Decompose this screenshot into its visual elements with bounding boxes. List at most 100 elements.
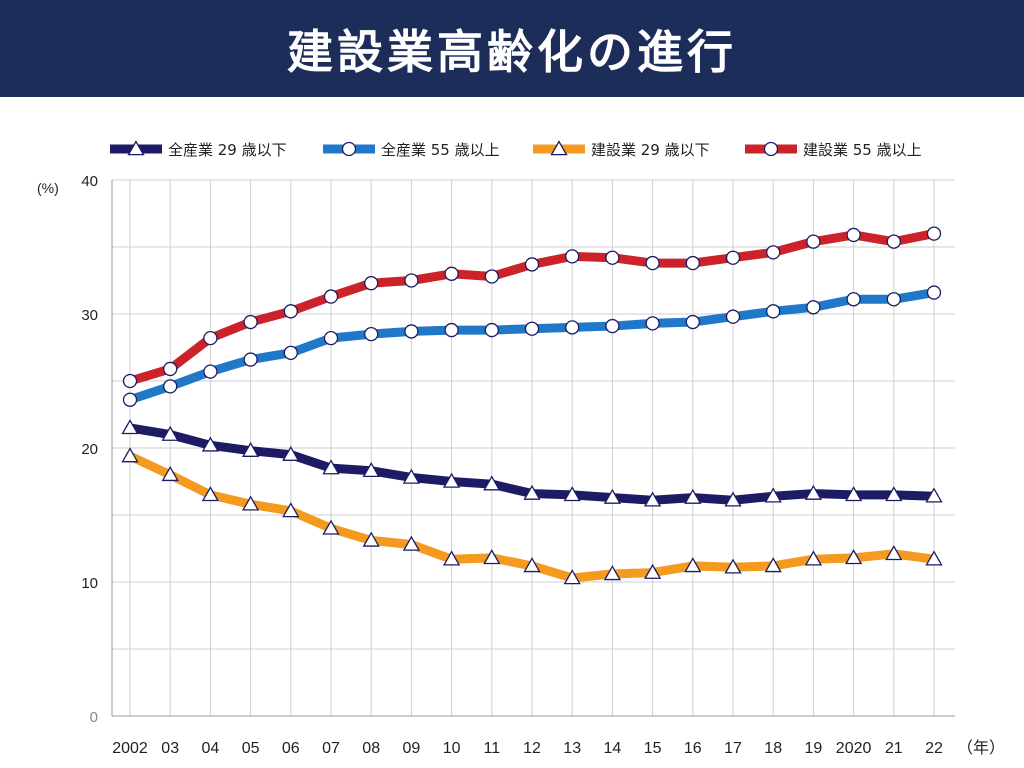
- data-point-2: [484, 322, 499, 338]
- data-point-4: [484, 269, 499, 284]
- legend-label-4: 建設業 55 歳以上: [803, 141, 922, 159]
- data-point-4: [404, 273, 419, 288]
- x-tick-label: 15: [644, 740, 662, 757]
- data-point-2: [725, 309, 741, 324]
- axes: 0 10 20 30 40 (%) 2002 03 04 05 06 07 08 09 10 11 12 13 14…: [37, 173, 1005, 757]
- data-point-2: [444, 322, 459, 338]
- data-point-2: [404, 324, 419, 339]
- data-point-3: [885, 545, 903, 561]
- x-tick-label: 14: [604, 740, 622, 757]
- data-point-4: [565, 249, 580, 264]
- data-point-1: [603, 488, 622, 504]
- data-point-4: [846, 227, 861, 243]
- x-tick-label: 22: [925, 740, 943, 757]
- x-tick-label: 06: [282, 740, 300, 757]
- x-tick-label: 2002: [112, 740, 148, 757]
- data-point-4: [725, 250, 741, 265]
- legend-marker-2: [341, 141, 357, 157]
- data-point-2: [364, 326, 379, 342]
- x-tick-label: 21: [885, 740, 903, 757]
- data-point-3: [523, 557, 541, 573]
- data-point-3: [603, 565, 622, 581]
- legend-label-2: 全産業 55 歳以上: [381, 141, 500, 159]
- data-point-2: [203, 364, 218, 379]
- data-point-1: [282, 445, 300, 461]
- data-point-4: [806, 234, 821, 249]
- x-tick-label: 13: [563, 740, 581, 757]
- legend-marker-1: [127, 140, 145, 156]
- y-tick-label: 20: [81, 441, 98, 458]
- data-point-4: [364, 276, 379, 291]
- data-point-2: [243, 352, 258, 367]
- data-point-1: [483, 475, 501, 491]
- data-point-2: [283, 345, 298, 361]
- data-point-3: [844, 549, 863, 565]
- data-point-2: [163, 379, 178, 394]
- data-point-4: [203, 330, 218, 346]
- data-point-4: [122, 373, 138, 389]
- data-point-3: [161, 465, 179, 482]
- legend-marker-3: [550, 140, 568, 156]
- data-point-1: [885, 486, 903, 502]
- data-point-3: [724, 558, 742, 574]
- x-tick-label: 04: [202, 740, 220, 757]
- data-point-4: [766, 245, 781, 260]
- y-axis-label: (%): [37, 180, 59, 196]
- data-point-3: [764, 557, 782, 573]
- data-point-1: [804, 484, 823, 500]
- legend: 全産業 29 歳以下 全産業 55 歳以上 建設業 29 歳以下 建設業 55 歳以上: [110, 140, 922, 159]
- data-point-1: [241, 441, 260, 457]
- data-point-4: [444, 266, 459, 281]
- data-point-2: [323, 330, 339, 346]
- data-point-4: [243, 314, 258, 330]
- x-tick-label: 12: [523, 740, 541, 757]
- x-tick-label: 07: [322, 740, 340, 757]
- data-point-1: [764, 487, 782, 503]
- data-point-2: [645, 316, 660, 331]
- data-point-4: [283, 304, 298, 319]
- data-point-1: [563, 486, 581, 502]
- data-point-1: [844, 486, 863, 502]
- data-point-3: [563, 569, 581, 585]
- data-point-1: [322, 459, 340, 475]
- data-point-1: [925, 487, 943, 503]
- markers-group: [121, 226, 943, 585]
- data-point-4: [323, 289, 339, 304]
- data-point-1: [201, 436, 220, 452]
- data-point-4: [685, 255, 700, 271]
- data-point-3: [684, 557, 702, 573]
- data-point-3: [925, 550, 943, 566]
- data-point-2: [685, 314, 700, 330]
- y-tick-label: 40: [81, 173, 98, 190]
- data-point-4: [926, 226, 942, 241]
- data-point-1: [643, 491, 662, 507]
- x-tick-label: 03: [161, 740, 179, 757]
- x-tick-label: 11: [483, 740, 500, 757]
- data-point-1: [161, 425, 179, 441]
- data-point-1: [442, 472, 461, 488]
- x-tick-label: 05: [242, 740, 260, 757]
- legend-label-1: 全産業 29 歳以下: [168, 141, 287, 159]
- y-tick-label: 0: [90, 709, 98, 726]
- data-point-2: [886, 292, 901, 307]
- x-tick-label: 2020: [836, 740, 872, 757]
- data-point-1: [362, 461, 380, 478]
- x-tick-label: 10: [443, 740, 461, 757]
- x-tick-label: 19: [805, 740, 823, 757]
- data-point-2: [605, 318, 620, 334]
- data-point-3: [241, 495, 260, 511]
- data-point-3: [282, 502, 300, 518]
- data-point-2: [524, 321, 540, 336]
- legend-marker-4: [763, 141, 779, 157]
- data-point-3: [402, 535, 421, 551]
- title-bar: 建設業高齢化の進行: [0, 0, 1024, 97]
- x-tick-label: 17: [724, 740, 742, 757]
- data-point-2: [926, 285, 942, 300]
- y-tick-label: 30: [81, 307, 98, 324]
- legend-label-3: 建設業 29 歳以下: [591, 141, 710, 159]
- data-point-2: [846, 292, 861, 307]
- x-tick-label: 08: [362, 740, 380, 757]
- data-point-2: [565, 320, 580, 335]
- data-point-3: [643, 563, 662, 579]
